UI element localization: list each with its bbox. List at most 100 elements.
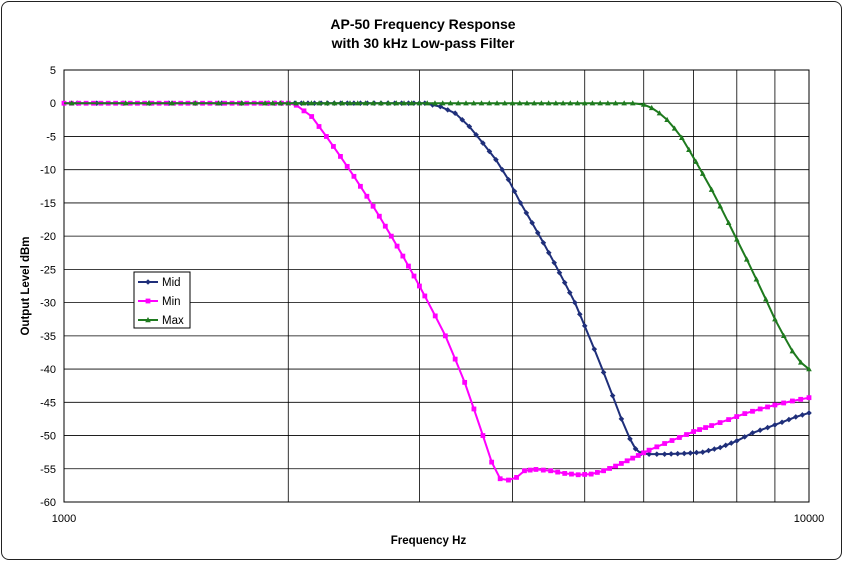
series-mid-point [529,220,535,226]
series-max-point [798,359,804,365]
series-mid-point [681,450,688,457]
series-max-point [516,100,523,106]
x-tick-label: 1000 [52,513,76,525]
series-max-point [708,186,715,192]
series-max-point [679,134,685,140]
series-mid-point [444,107,451,113]
y-tick-label: 5 [50,65,56,77]
series-min-point [588,471,594,477]
series-max-point [734,236,740,242]
series-max-point [725,219,732,226]
series-min-point [806,395,812,401]
y-tick-label: -5 [46,131,56,143]
series-min-point [646,447,652,453]
series-min-point [331,144,336,149]
y-axis-label: Output Level dBm [20,236,32,335]
series-max-point [664,116,670,123]
series-max-point [215,100,222,106]
series-max-point [560,100,566,106]
series-mid-point [505,176,512,183]
series-min-point [388,233,394,239]
series-min-point [669,438,675,443]
series-max-point [589,100,596,106]
series-min-point [684,432,689,437]
series-min-point [376,213,382,219]
series-max-point [269,100,276,106]
series-min-point [607,466,612,471]
x-axis-label: Frequency Hz [391,535,467,547]
series-max-point [339,100,346,106]
series-max-point [455,100,462,106]
series-mid-point [717,444,724,451]
series-max-point [401,100,407,106]
series-min-point [630,455,636,461]
series-min-point [662,441,668,446]
series-min-point [790,398,795,404]
series-min-point [641,450,647,456]
series-min-point [323,134,329,139]
series-mid-point [764,424,771,431]
series-min-point [618,461,624,466]
series-mid-point [609,392,616,399]
series-min-point [765,404,770,410]
series-mid-point [654,451,660,457]
y-tick-label: -40 [40,364,56,376]
series-min-point [316,124,322,129]
series-mid-point [799,412,806,418]
series-min-point [703,425,708,430]
series-min-point [309,114,315,119]
series-min-point [432,313,438,319]
series-min-point [514,475,519,480]
series-min-point [351,173,357,179]
series-min-point [394,243,400,249]
series-max-point [772,316,778,322]
series-min-point [734,414,740,419]
series-mid-point [779,419,785,426]
series-max-point [393,100,400,106]
series-max-point [509,100,516,106]
series-max-point [439,100,446,106]
series-min-point [422,293,428,299]
y-tick-label: -35 [40,331,56,343]
series-min-point [697,427,702,432]
y-tick-label: -15 [40,198,56,210]
series-min-point [750,408,755,414]
series-mid-point [806,410,812,416]
chart-subtitle: with 30 kHz Low-pass Filter [331,35,515,51]
series-min-point [726,417,732,422]
series-min-point [635,453,641,458]
series-min-point [569,471,574,477]
series-max-point [354,100,361,106]
series-min-point [601,468,606,474]
series-max-point [789,348,796,354]
series-mid-point [728,440,735,446]
series-min-point [582,472,588,477]
series-mid-point [772,422,778,428]
series-min-point [338,154,343,159]
series-max-point [238,100,245,106]
y-tick-label: -10 [40,165,56,177]
series-mid-point [711,446,718,452]
series-mid-point [517,200,524,206]
series-min-point [358,183,363,189]
series-min-point [411,273,417,279]
series-max-point [629,100,636,106]
series-max-point [169,100,175,106]
series-mid-point [499,166,506,173]
series-max-point [545,100,552,106]
series-min-point [709,423,714,428]
series-max-point [621,100,627,106]
series-min-point [452,356,458,362]
series-max-point [699,170,706,176]
series-min-point [364,193,370,199]
y-tick-label: -60 [40,497,56,509]
series-max-point [762,296,769,302]
series-mid-point [511,188,518,195]
series-mid-point [757,427,763,434]
series-mid-point [661,451,668,457]
series-mid-point [693,449,700,456]
x-tick-label: 10000 [794,513,825,525]
y-tick-label: -55 [40,464,56,476]
series-min-point [798,396,804,402]
series-mid-point [466,123,473,130]
